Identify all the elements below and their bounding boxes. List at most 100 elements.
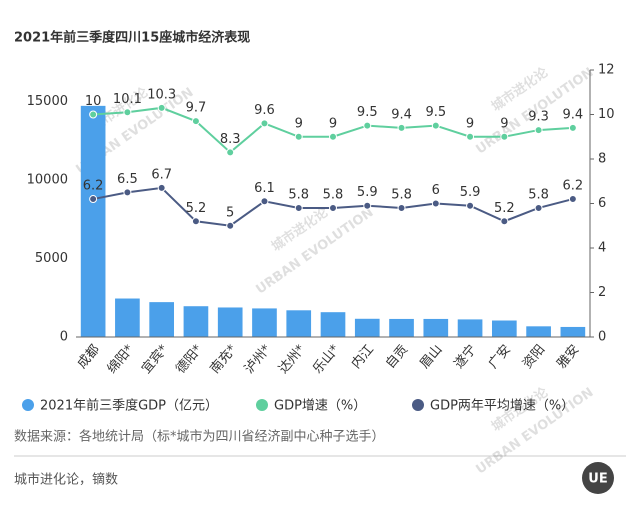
x-tick: 达州* [276,342,309,377]
y2-tick-label: 8 [598,152,606,167]
bar [183,306,209,337]
x-tick-label: 泸州* [242,342,275,377]
point [568,195,577,204]
y2-tick-label: 0 [598,330,606,345]
data-label: 9.5 [357,105,378,120]
point [329,132,337,141]
data-label: 9.4 [391,107,412,122]
y2-tick-label: 4 [598,241,606,256]
bar [457,319,483,337]
bar [423,318,449,337]
bar [286,310,312,337]
data-label: 5.8 [391,187,412,202]
point [500,132,509,141]
x-tick: 南充* [207,341,240,377]
x-tick-label: 眉山 [417,342,445,372]
point [363,201,372,210]
x-tick: 内江 [348,342,377,372]
point [89,110,98,119]
x-tick: 广安 [486,342,514,372]
x-tick-label: 自贡 [383,342,411,372]
data-label: 5.9 [460,185,481,200]
x-tick: 眉山 [417,342,445,372]
bar [354,318,380,337]
point [466,132,475,141]
x-tick-label: 乐山* [310,342,343,377]
point [534,126,543,135]
legend-label: GDP两年平均增速（%） [430,399,574,414]
data-label: 5.8 [528,187,549,202]
x-tick-label: 绵阳* [105,342,138,377]
point [226,221,235,230]
x-tick-label: 宜宾* [138,341,171,377]
bar [252,308,277,337]
bar [217,307,243,337]
bar [80,105,106,337]
x-tick-label: 内江 [348,342,377,372]
point [329,203,337,212]
point [568,123,577,132]
bar [149,302,175,337]
data-label: 6.2 [563,179,584,194]
point [157,103,166,112]
bar [389,318,414,337]
point [226,148,235,157]
y-tick-label: 10000 [27,172,68,187]
point [397,203,406,212]
legend-label: GDP增速（%） [274,399,366,414]
data-label: 9 [329,116,337,131]
legend-label: 2021年前三季度GDP（亿元） [40,398,218,414]
bar [560,326,586,337]
x-tick: 绵阳* [105,342,138,377]
y-tick-label: 5000 [35,251,68,266]
data-label: 10.1 [113,92,142,107]
data-label: 5.9 [357,185,378,200]
data-label: 5.2 [186,201,207,216]
point [500,217,509,226]
data-label: 6.1 [254,181,275,196]
data-label: 5.2 [494,201,515,216]
y2-tick-label: 10 [598,107,615,122]
legend-marker [412,399,424,411]
data-label: 10 [85,94,102,109]
data-label: 9.6 [254,103,275,118]
x-tick-label: 资阳 [520,342,548,372]
data-label: 6.5 [117,172,138,187]
data-label: 9 [466,116,474,131]
data-label: 9 [500,116,508,131]
x-tick: 成都 [75,342,103,372]
x-tick: 泸州* [242,342,275,377]
data-label: 5 [226,205,234,220]
bar [320,312,346,337]
y-tick-label: 0 [60,330,68,345]
data-label: 10.3 [147,87,176,102]
y2-tick-label: 12 [598,63,615,78]
footer: 城市进化论，镝数 [14,472,118,488]
point [191,117,200,126]
point [89,195,98,204]
x-tick: 遂宁 [451,342,480,372]
x-tick: 雅安 [554,342,582,372]
y-tick-label: 15000 [27,94,68,109]
bar [491,320,517,337]
point [260,197,269,206]
point [123,188,132,197]
y2-tick-label: 2 [598,285,606,300]
legend-marker [256,399,268,411]
x-tick: 自贡 [383,342,411,372]
data-label: 6.7 [151,167,172,182]
x-tick-label: 达州* [276,342,309,377]
data-label: 9.5 [425,105,446,120]
point [363,121,372,130]
x-tick-label: 雅安 [554,342,582,372]
bar [526,326,551,337]
data-label: 5.8 [288,187,309,202]
point [294,132,303,141]
point [431,121,440,130]
data-label: 6 [432,183,440,198]
x-tick-label: 南充* [207,341,240,377]
point [534,203,543,212]
y2-tick-label: 6 [598,196,606,211]
